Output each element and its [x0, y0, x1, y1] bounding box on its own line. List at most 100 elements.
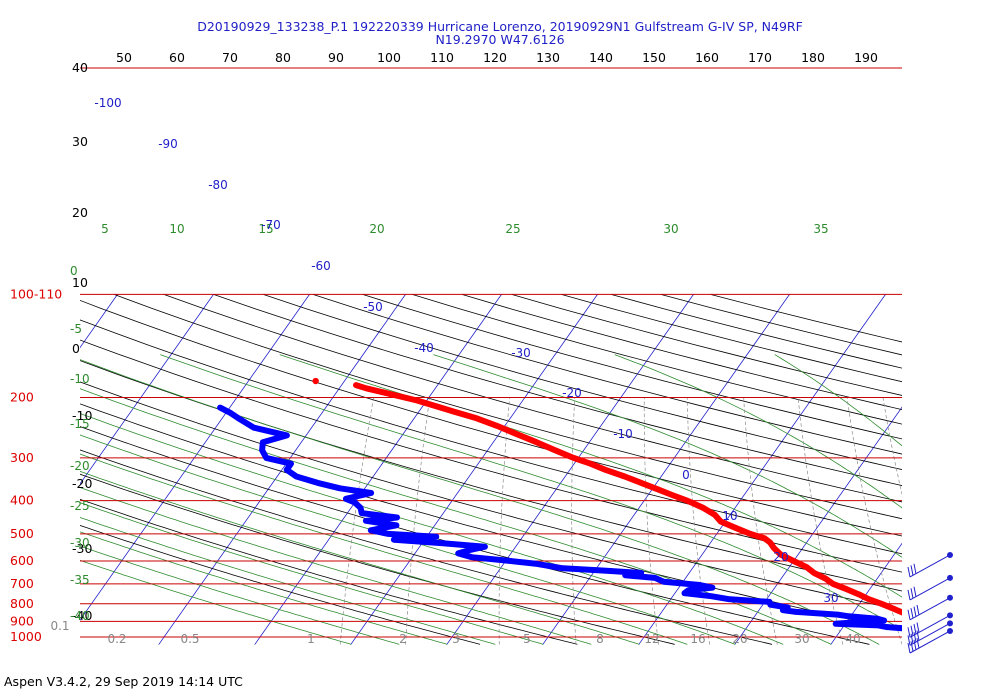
wind-barb-flag	[913, 639, 917, 650]
mixing-ratio-label: 30	[794, 632, 809, 646]
temperature-line	[353, 382, 902, 616]
wind-barb-station	[947, 551, 953, 558]
isotherm-label: -40	[414, 341, 434, 355]
isotherm-line	[0, 294, 22, 644]
wind-barb-staff	[909, 554, 951, 578]
wind-barb-flag	[916, 630, 920, 641]
wind-barb-flag	[910, 565, 914, 576]
dry-adiabat-line	[80, 473, 675, 645]
isotherm-label: -50	[363, 300, 383, 314]
mixing-ratio-line	[686, 397, 710, 645]
left-scale-label: 0	[72, 341, 80, 356]
moist-adiabat-label: -35	[70, 573, 90, 587]
top-scale-label: 180	[801, 50, 825, 65]
mixing-ratio-line	[964, 398, 1000, 645]
moist-adiabat-label: -40	[70, 609, 90, 623]
left-scale-label: -20	[72, 476, 92, 491]
mixing-ratio-label: 1	[307, 632, 315, 646]
moist-adiabat-label: -5	[70, 322, 82, 336]
moist-adiabat-label: 0	[70, 264, 78, 278]
top-scale-label: 110	[430, 50, 454, 65]
moist-adiabat-line	[80, 559, 352, 645]
wind-barb	[907, 612, 953, 638]
left-scale-label: 20	[72, 205, 88, 220]
dry-adiabat-line	[560, 293, 902, 383]
moist-adiabat-line	[80, 453, 688, 645]
moist-adiabat-label: 20	[369, 222, 384, 236]
mixing-ratio-line	[882, 397, 902, 496]
isotherm-label: -100	[94, 96, 121, 110]
grid-lines	[0, 293, 1000, 645]
wind-barb-flag	[910, 625, 914, 636]
moist-adiabat-line	[80, 545, 400, 645]
top-scale-label: 90	[328, 50, 344, 65]
dry-adiabat-line	[80, 319, 902, 555]
wind-barb-flag	[913, 624, 917, 635]
wind-barbs	[907, 551, 953, 654]
mixing-ratio-line	[339, 397, 374, 645]
isotherm-label: -60	[311, 259, 331, 273]
left-scale-label: 30	[72, 134, 88, 149]
left-scale-label: -40	[72, 608, 92, 623]
moist-adiabat-line	[614, 354, 902, 509]
moist-adiabat-label: 35	[813, 222, 828, 236]
mixing-ratio-label: 20	[732, 632, 747, 646]
wind-barb-staff	[909, 597, 951, 621]
dewpoint-line	[217, 404, 902, 632]
isotherm-line	[158, 293, 406, 645]
wind-barb-flag	[916, 622, 920, 633]
moist-adiabat-label: -15	[70, 417, 90, 431]
mixing-ratio-label: 12	[644, 632, 659, 646]
moist-adiabat-line	[80, 517, 496, 645]
pressure-label: 700	[10, 576, 34, 591]
wind-barb-station	[947, 628, 953, 634]
mixing-ratio-label: 5	[523, 632, 531, 646]
isobars	[80, 67, 902, 638]
wind-barb-flag	[910, 588, 914, 599]
isotherm-line	[830, 542, 902, 645]
top-scale-label: 120	[483, 50, 507, 65]
isotherm-label: 30	[823, 591, 838, 605]
isotherm-label: 0	[682, 468, 690, 482]
wind-barb-flag	[910, 633, 914, 644]
moist-adiabat-line	[80, 531, 448, 645]
dry-adiabat-line	[511, 293, 902, 396]
dry-adiabat-line	[163, 293, 902, 503]
mixing-ratio-label: 0.2	[107, 632, 126, 646]
left-scale-label: 10	[72, 275, 88, 290]
wind-barb-flag	[907, 635, 911, 646]
moist-adiabat-line	[80, 487, 592, 645]
moist-adiabat-label: 25	[505, 222, 520, 236]
moist-adiabat-label: -10	[70, 372, 90, 386]
title-line-2: N19.2970 W47.6126	[435, 32, 565, 47]
pressure-label: 200	[10, 390, 34, 405]
wind-barb	[907, 620, 953, 646]
dry-adiabat-line	[362, 293, 902, 440]
temperature-point	[312, 377, 319, 385]
wind-barb	[907, 628, 953, 654]
dry-adiabat-line	[80, 426, 870, 645]
dry-adiabat-line	[113, 293, 902, 520]
mixing-ratio-line	[846, 397, 902, 645]
top-scale-label: 190	[854, 50, 878, 65]
top-scale-label: 130	[536, 50, 560, 65]
mixing-ratio-label: 8	[596, 632, 604, 646]
wind-barb-flag	[907, 642, 911, 654]
isotherm-label: 20	[773, 550, 788, 564]
moist-adiabat-label: -20	[70, 459, 90, 473]
isotherm-line	[350, 293, 598, 645]
pressure-label: 500	[10, 526, 34, 541]
wind-barb-staff	[909, 630, 951, 654]
wind-barb-flag	[913, 586, 917, 597]
isotherm-label: -20	[562, 386, 582, 400]
dry-adiabat-line	[213, 293, 902, 486]
pressure-label: 400	[10, 493, 34, 508]
mixing-ratio-line	[797, 397, 844, 645]
dry-adiabat-line	[312, 293, 902, 455]
dry-adiabat-line	[610, 293, 902, 369]
wind-barb-flag	[907, 589, 911, 601]
dry-adiabat-line	[80, 381, 902, 611]
wind-barb-staff	[909, 622, 951, 646]
